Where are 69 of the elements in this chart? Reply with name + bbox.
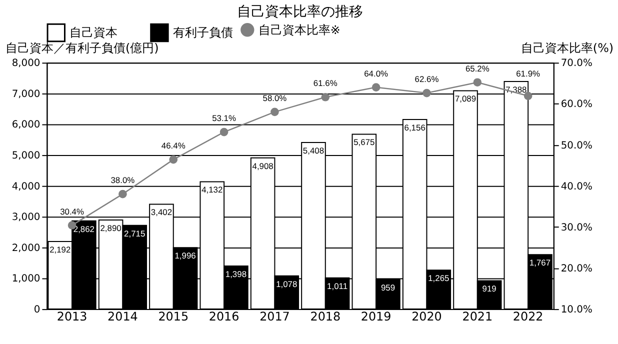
- point: [372, 83, 380, 92]
- point: [270, 108, 279, 116]
- legend-label: 自己資本比率※: [258, 22, 340, 37]
- point: [220, 128, 228, 136]
- data-label: 7,089: [454, 94, 476, 104]
- data-label: 1,265: [428, 273, 450, 284]
- data-label: 5,408: [302, 145, 324, 156]
- data-label: 2,862: [73, 224, 95, 234]
- x-tick-label: 2020: [412, 309, 442, 324]
- data-label: 30.4%: [60, 206, 84, 216]
- x-tick-label: 2015: [158, 309, 189, 324]
- y-tick-label: 7,000: [12, 88, 40, 100]
- data-label: 2,890: [100, 222, 122, 233]
- data-label: 1,078: [276, 278, 298, 289]
- y2-tick-label: 30.0%: [560, 222, 592, 234]
- x-tick-label: 2014: [108, 309, 138, 324]
- point: [473, 78, 482, 87]
- point: [422, 88, 431, 98]
- data-label: 1,011: [327, 280, 348, 291]
- data-label: 5,675: [354, 137, 376, 148]
- y-tick-label: 5,000: [12, 150, 40, 162]
- x-tick-label: 2019: [360, 309, 392, 324]
- data-label: 2,715: [124, 228, 146, 238]
- data-label: 46.4%: [161, 140, 186, 151]
- y-axis-title: 自己資本／有利子負債(億円): [5, 41, 159, 56]
- x-tick-label: 2018: [310, 309, 341, 324]
- data-label: 38.0%: [110, 175, 136, 186]
- legend-label: 有利子負債: [172, 26, 233, 40]
- point: [118, 190, 127, 198]
- x-tick-label: 2016: [208, 309, 240, 324]
- y-tick-label: 6,000: [12, 120, 40, 131]
- data-label: 65.2%: [465, 63, 490, 74]
- data-label: 6,156: [404, 122, 426, 132]
- legend-label: 自己資本: [70, 26, 118, 40]
- y-tick-label: 8,000: [12, 58, 40, 70]
- data-label: 959: [380, 282, 396, 292]
- y2-tick-label: 10.0%: [560, 304, 592, 316]
- y2-tick-label: 40.0%: [560, 181, 592, 192]
- y-tick-label: 0: [34, 304, 40, 316]
- y-tick-label: 4,000: [12, 181, 40, 192]
- data-label: 1,996: [174, 250, 196, 261]
- y2-tick-label: 70.0%: [560, 58, 592, 70]
- chart-title: 自己資本比率の推移: [237, 4, 364, 20]
- y2-tick-label: 60.0%: [560, 99, 592, 110]
- point: [321, 93, 330, 102]
- data-label: 53.1%: [212, 113, 237, 124]
- data-label: 3,402: [150, 207, 172, 218]
- x-tick-label: 2017: [260, 309, 290, 324]
- data-label: 1,767: [529, 258, 551, 268]
- data-label: 2,192: [50, 244, 71, 254]
- data-label: 1,398: [225, 268, 247, 279]
- y-tick-label: 1,000: [12, 274, 40, 285]
- y-tick-label: 2,000: [12, 242, 40, 254]
- y2-axis-title: 自己資本比率(%): [520, 41, 614, 56]
- data-label: 58.0%: [262, 93, 288, 104]
- x-tick-label: 2013: [56, 309, 88, 324]
- data-label: 64.0%: [364, 68, 389, 78]
- data-label: 61.9%: [516, 68, 541, 79]
- x-tick-label: 2022: [512, 309, 544, 324]
- data-label: 62.6%: [414, 74, 440, 84]
- x-tick-label: 2021: [462, 309, 493, 324]
- y2-tick-label: 50.0%: [560, 140, 592, 152]
- y-tick-label: 3,000: [12, 212, 40, 224]
- data-label: 919: [482, 284, 497, 294]
- y2-tick-label: 20.0%: [560, 263, 592, 274]
- data-label: 61.6%: [313, 78, 338, 88]
- data-label: 4,132: [202, 184, 223, 195]
- point: [169, 155, 178, 164]
- data-label: 4,908: [252, 160, 274, 171]
